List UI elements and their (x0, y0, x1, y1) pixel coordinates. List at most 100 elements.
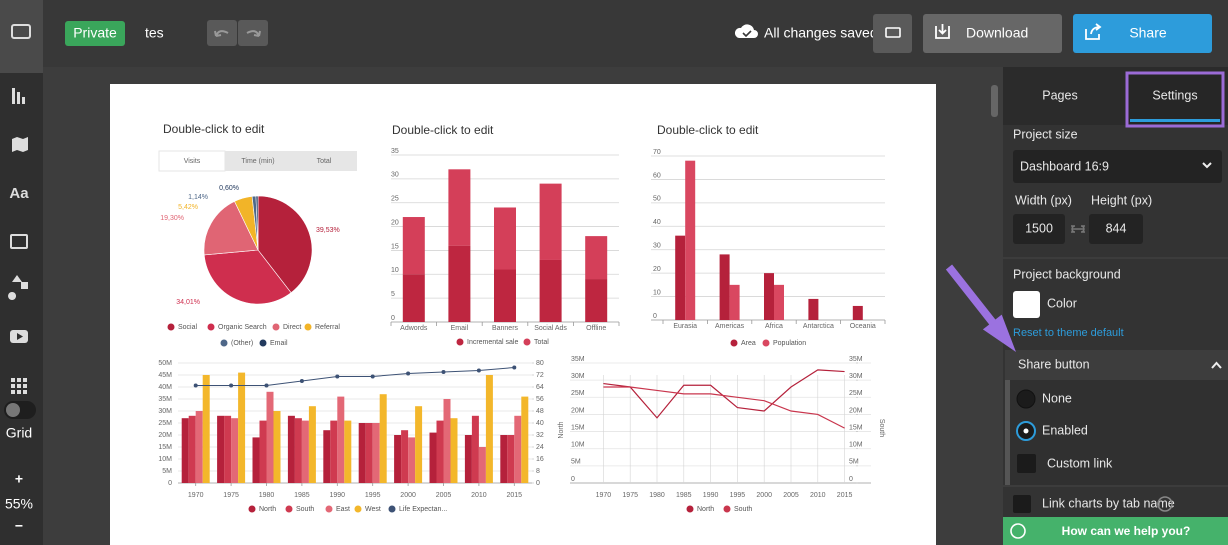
scrollbar[interactable] (991, 85, 998, 117)
line-point (406, 371, 411, 376)
size-dropdown[interactable] (1013, 150, 1222, 183)
chart-icon[interactable] (12, 88, 15, 104)
bar-segment (585, 236, 608, 280)
zoom-in[interactable]: + (15, 471, 23, 487)
share-button[interactable] (1073, 14, 1212, 53)
help-icon[interactable] (1157, 496, 1173, 512)
chart-title: Double-click to edit (392, 123, 494, 137)
map-icon[interactable] (12, 137, 28, 152)
bar (719, 254, 730, 320)
grid-dot (11, 390, 15, 394)
x-tick-label: Africa (765, 323, 783, 330)
bar (358, 423, 366, 483)
bar (259, 420, 267, 483)
width-input[interactable] (1013, 214, 1065, 244)
height-input[interactable] (1089, 214, 1143, 244)
video-play (17, 333, 23, 340)
legend-label: South (296, 506, 314, 513)
x-tick-label: 1995 (365, 492, 381, 499)
legend-label: Incremental sale (467, 339, 518, 346)
bar-segment (448, 169, 471, 246)
y-tick-label: 10M (158, 456, 172, 463)
y2-tick-label: 0 (849, 476, 853, 483)
checkbox[interactable] (1017, 454, 1036, 473)
y-tick-label: 25M (158, 420, 172, 427)
annotation-arrow (945, 264, 1016, 352)
text-icon[interactable]: Aa (9, 185, 29, 202)
active-tab (158, 150, 226, 172)
slice-label: 39,53% (316, 227, 340, 234)
bar (471, 415, 479, 483)
share-section-header[interactable] (1005, 350, 1228, 380)
bar (808, 298, 819, 320)
bar-segment (494, 269, 516, 322)
tab[interactable]: Pages (1042, 88, 1077, 102)
help-bar[interactable] (1003, 517, 1228, 545)
y-tick-label: 40 (653, 219, 661, 226)
sidebar-home[interactable] (0, 0, 43, 73)
y2-tick-label: 35M (849, 356, 863, 363)
color-swatch[interactable] (1013, 291, 1040, 318)
legend-label: Email (270, 340, 288, 347)
radio[interactable] (1016, 389, 1036, 409)
y-tick-label: 20 (653, 266, 661, 273)
shapes-icon[interactable] (8, 275, 29, 300)
width-value: 1500 (1025, 221, 1053, 235)
color-label: Color (1047, 296, 1077, 310)
bar (429, 432, 437, 483)
bar (224, 415, 232, 483)
bar (308, 406, 316, 483)
chart-tab[interactable]: Time (min) (241, 158, 274, 165)
toggle-knob (6, 403, 20, 417)
undo-button[interactable] (207, 20, 237, 46)
legend-label: South (734, 506, 752, 513)
bar (217, 415, 225, 483)
y-tick-label: 5M (162, 468, 172, 475)
bar (273, 411, 281, 483)
x-tick-label: 2005 (436, 492, 452, 499)
chart-tab[interactable]: Total (317, 158, 332, 165)
bar-segment (539, 183, 562, 260)
x-tick-label: 2015 (507, 492, 523, 499)
legend-marker (207, 323, 215, 331)
privacy-label: Private (73, 25, 117, 41)
legend-marker (248, 505, 256, 513)
legend-marker (456, 338, 464, 346)
legend-label: Social (178, 324, 198, 331)
preview-button[interactable] (873, 14, 912, 53)
zoom-out[interactable]: − (15, 518, 23, 534)
option-label: None (1042, 391, 1072, 405)
redo-button[interactable] (238, 20, 268, 46)
image-icon[interactable] (10, 234, 28, 249)
privacy-button[interactable] (65, 21, 125, 46)
y-tick-label: 70 (653, 149, 661, 156)
bar (478, 447, 486, 483)
bar (231, 418, 239, 483)
link-icon[interactable] (1071, 225, 1085, 233)
reset-link[interactable]: Reset to theme default (1013, 327, 1124, 339)
active-tab[interactable] (1125, 71, 1225, 128)
chart-tab[interactable]: Visits (184, 158, 201, 165)
x-tick-label: 1970 (596, 492, 612, 499)
y2-tick-label: 24 (536, 444, 544, 451)
bar (774, 284, 784, 320)
slice-label: 1,14% (188, 194, 208, 201)
x-tick-label: 2005 (783, 492, 799, 499)
bar (436, 420, 444, 483)
y-tick-label: 0 (168, 480, 172, 487)
bar-segment (402, 274, 425, 322)
project-name[interactable]: tes (145, 25, 164, 41)
y-tick-label: 30 (391, 172, 399, 179)
checkbox[interactable] (1013, 495, 1031, 513)
grid-icon[interactable] (11, 378, 27, 394)
help-text: How can we help you? (1062, 524, 1191, 538)
download-button[interactable] (923, 14, 1062, 53)
grid-dot (23, 390, 27, 394)
pie-slice (203, 249, 292, 305)
grid-dot (17, 384, 21, 388)
sidebar-icons: Aa (8, 88, 29, 394)
home-icon (11, 24, 31, 39)
share-options (1010, 380, 1228, 485)
cloud-icon (734, 24, 758, 38)
grid-dot (23, 378, 27, 382)
